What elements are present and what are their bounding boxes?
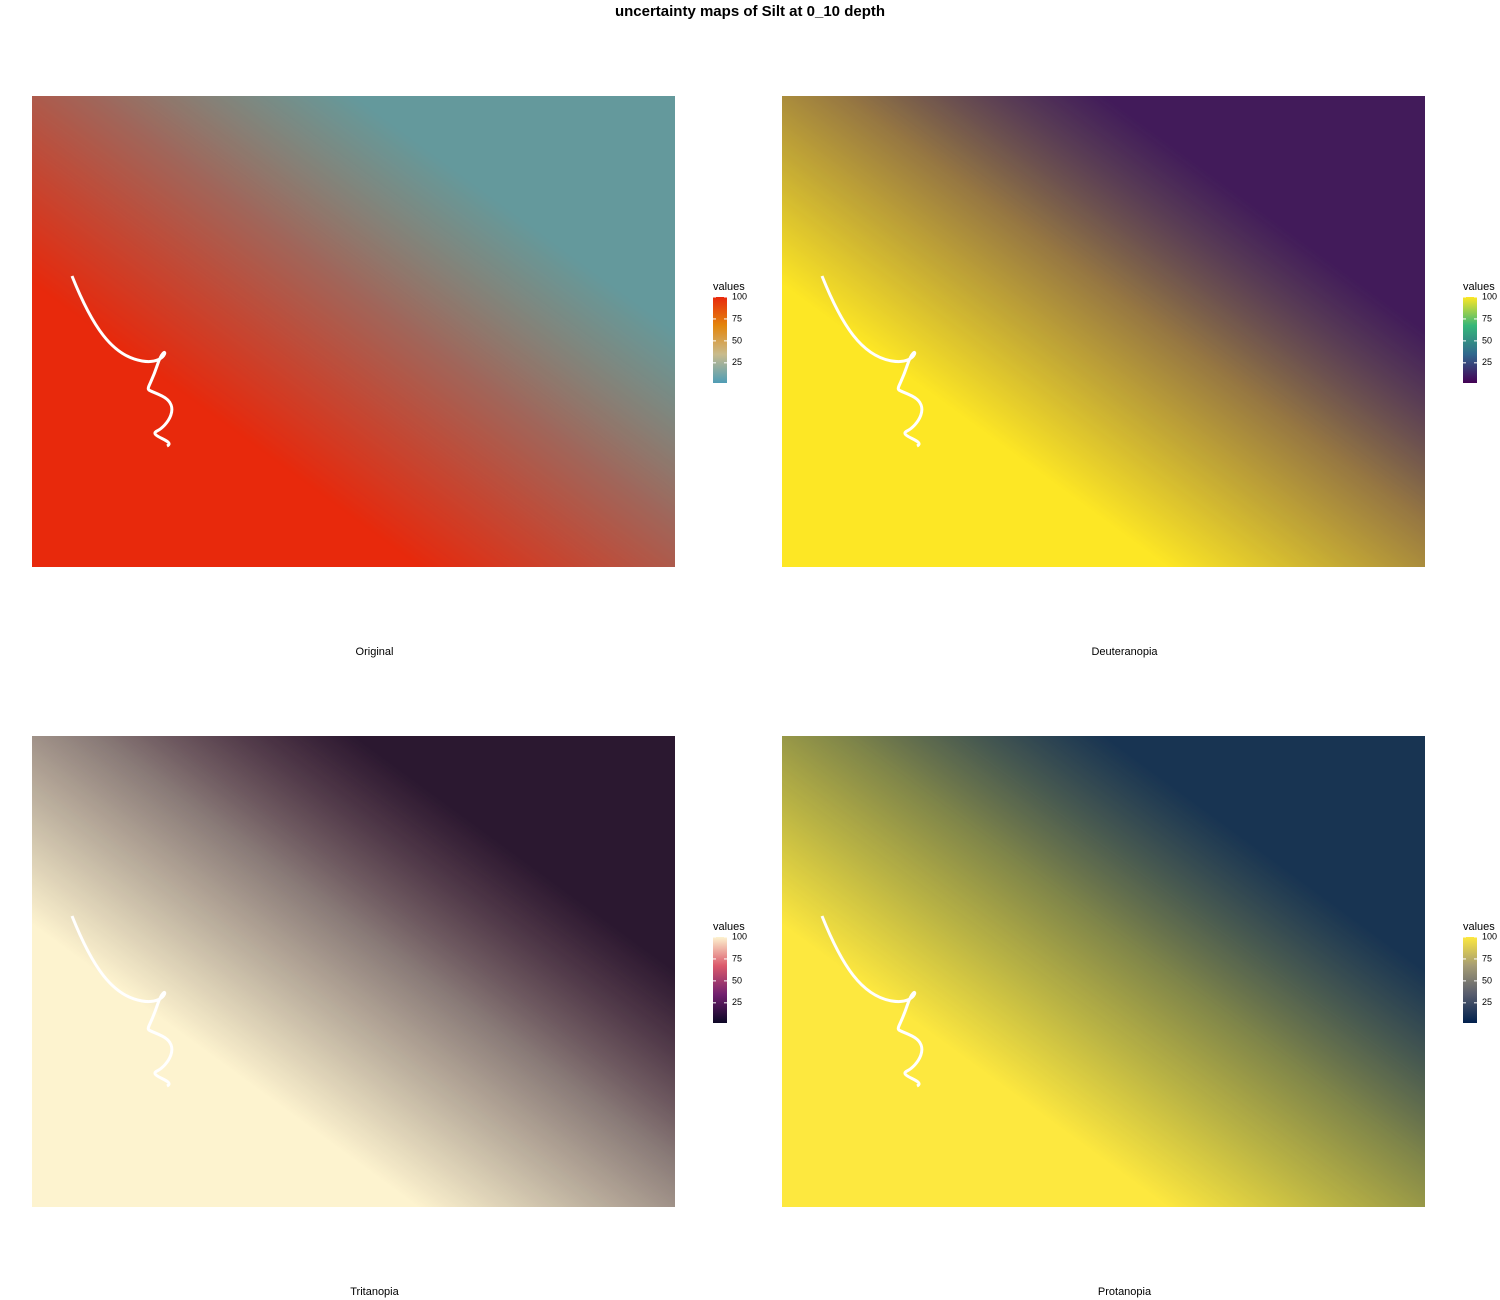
- colorbar-tick-label: 100: [732, 291, 747, 301]
- map-texture: [782, 736, 1425, 1207]
- panel-label: Deuteranopia: [1091, 646, 1158, 658]
- colorbar-tick-label: 100: [732, 931, 747, 941]
- colorbar: [713, 297, 727, 383]
- legend-title: values: [713, 281, 745, 293]
- colorbar: [1463, 937, 1477, 1023]
- panel-label: Tritanopia: [350, 1286, 399, 1298]
- map-texture: [782, 96, 1425, 567]
- colorbar-tick-label: 25: [1482, 997, 1492, 1007]
- colorbar-tick-label: 25: [732, 997, 742, 1007]
- map-speckle: [32, 736, 675, 1207]
- river: [820, 915, 924, 1088]
- colorbar-tick-label: 75: [1482, 313, 1492, 323]
- legend-title: values: [1463, 921, 1495, 933]
- colorbar-tick-label: 50: [732, 335, 742, 345]
- map-speckle: [32, 96, 675, 567]
- colorbar-tick-label: 75: [732, 953, 742, 963]
- figure-title: uncertainty maps of Silt at 0_10 depth: [615, 3, 885, 20]
- colorbar: [1463, 297, 1477, 383]
- river: [70, 275, 174, 448]
- colorbar-tick-label: 25: [732, 357, 742, 367]
- colorbar-tick-label: 50: [1482, 975, 1492, 985]
- colorbar-tick-label: 75: [732, 313, 742, 323]
- map-speckle: [782, 96, 1425, 567]
- map-texture: [32, 96, 675, 567]
- panel-label: Protanopia: [1098, 1286, 1152, 1298]
- map-texture: [32, 736, 675, 1207]
- map-speckle: [782, 736, 1425, 1207]
- panel-label: Original: [356, 646, 394, 658]
- river: [820, 275, 924, 448]
- colorbar-tick-label: 100: [1482, 291, 1497, 301]
- colorbar-tick-label: 50: [732, 975, 742, 985]
- colorbar-tick-label: 50: [1482, 335, 1492, 345]
- legend-title: values: [713, 921, 745, 933]
- river: [70, 915, 174, 1088]
- colorbar: [713, 937, 727, 1023]
- colorbar-tick-label: 75: [1482, 953, 1492, 963]
- colorbar-tick-label: 100: [1482, 931, 1497, 941]
- colorbar-tick-label: 25: [1482, 357, 1492, 367]
- legend-title: values: [1463, 281, 1495, 293]
